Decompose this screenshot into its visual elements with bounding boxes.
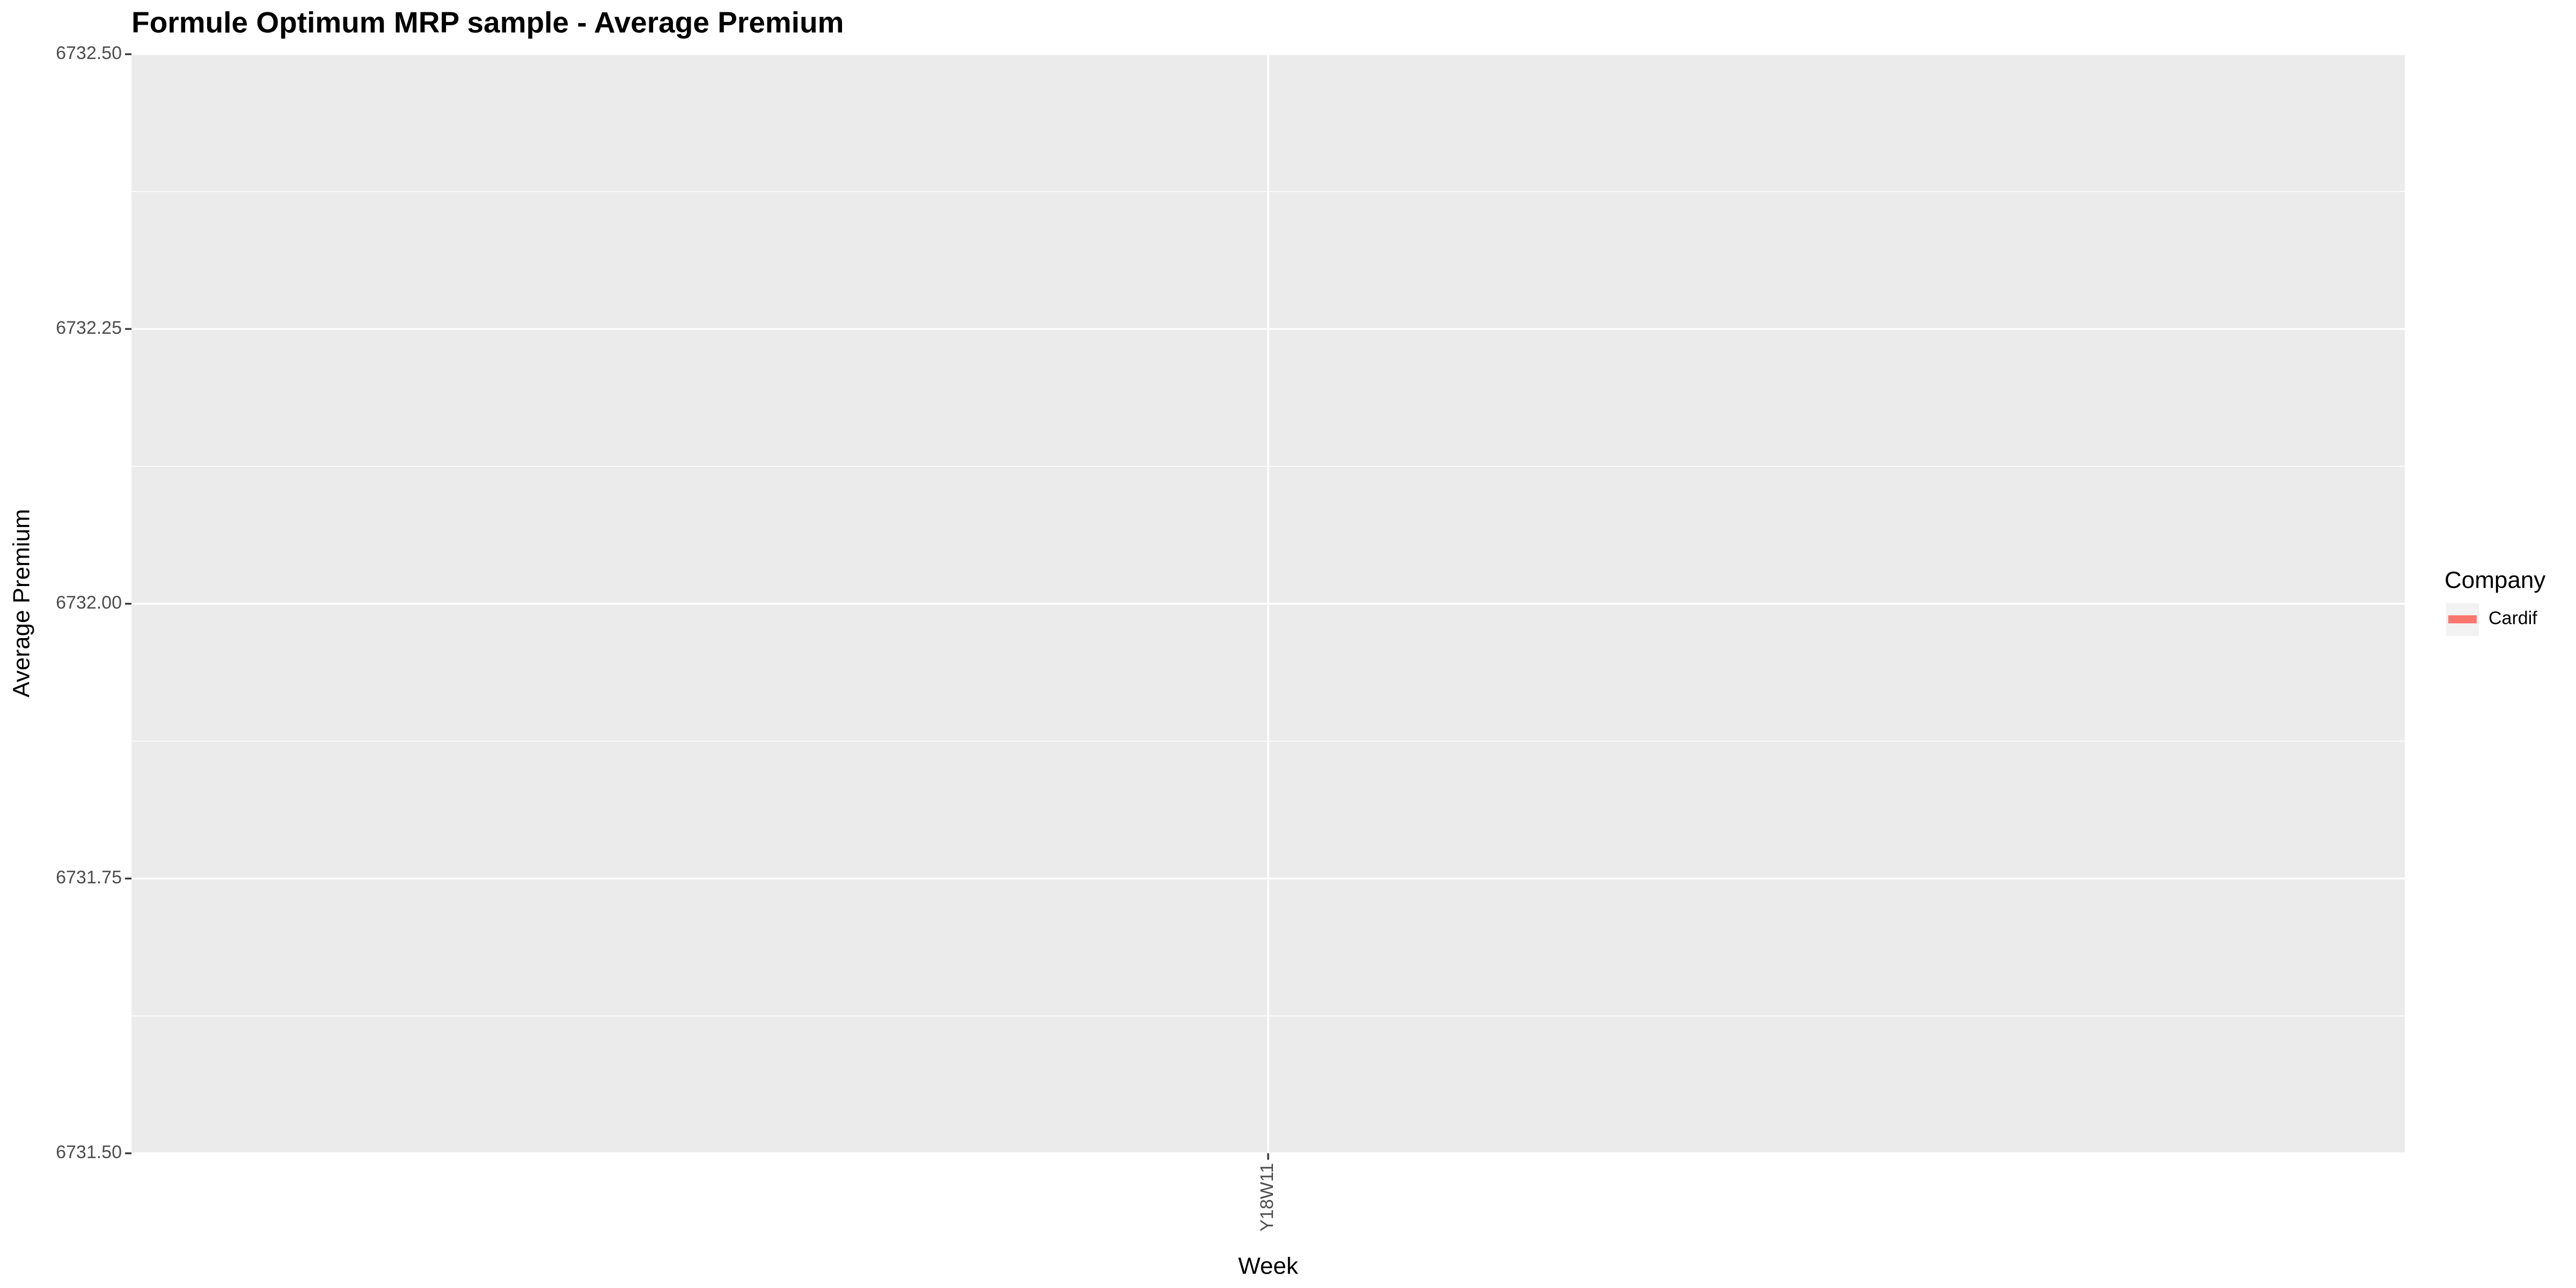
x-axis-title: Week [1238,1253,1299,1279]
y-tick-label: 6732.50 [56,43,122,63]
x-tick-label: Y18W11 [1257,1163,1277,1232]
y-tick-label: 6732.25 [56,318,122,338]
y-tick-label: 6731.75 [56,867,122,888]
legend-label: Cardif [2489,608,2537,628]
y-axis-title: Average Premium [9,509,35,697]
legend-title: Company [2445,567,2545,594]
chart-title: Formule Optimum MRP sample - Average Pre… [131,6,844,39]
y-tick-label: 6731.50 [56,1142,122,1162]
y-tick-label: 6732.00 [56,592,122,613]
